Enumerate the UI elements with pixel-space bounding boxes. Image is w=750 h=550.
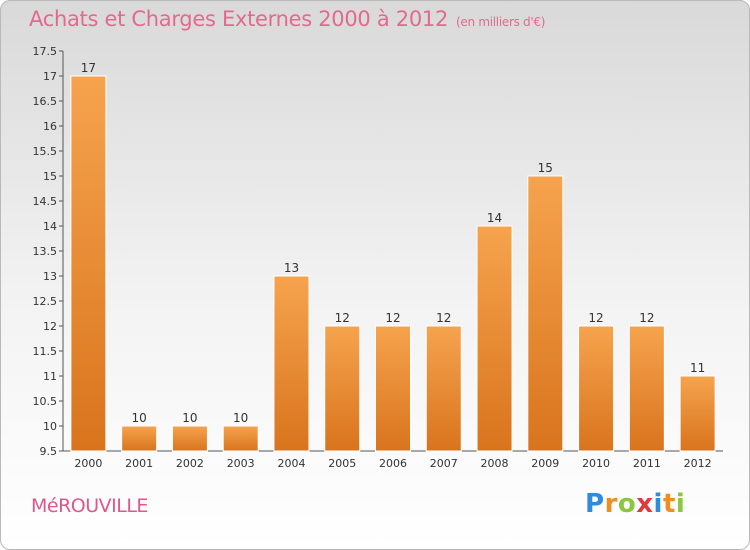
- y-tick-label: 14: [43, 220, 57, 233]
- bar: [679, 375, 716, 452]
- bar: [628, 325, 665, 452]
- y-tick-label: 15.5: [33, 145, 58, 158]
- x-tick-label: 2012: [684, 457, 712, 470]
- bar: [121, 425, 158, 452]
- bar: [578, 325, 615, 452]
- bar: [324, 325, 361, 452]
- x-tick-label: 2010: [582, 457, 610, 470]
- bar-value-label: 12: [335, 311, 350, 325]
- y-tick-label: 15: [43, 170, 57, 183]
- bar-value-label: 17: [81, 61, 96, 75]
- title-unit: (en milliers d'€): [456, 15, 546, 29]
- y-tick-label: 10: [43, 420, 57, 433]
- y-tick-label: 12: [43, 320, 57, 333]
- logo-letter: i: [653, 489, 663, 519]
- city-name: MéROUVILLE: [31, 495, 148, 517]
- bar: [171, 425, 208, 452]
- bar: [222, 425, 259, 452]
- y-tick-label: 11.5: [33, 345, 58, 358]
- bar-value-label: 13: [284, 261, 299, 275]
- x-tick-label: 2007: [430, 457, 458, 470]
- logo-letter: r: [604, 489, 618, 519]
- x-tick-label: 2008: [481, 457, 509, 470]
- bar: [273, 275, 310, 452]
- logo-letter: P: [585, 489, 605, 519]
- x-tick-label: 2005: [328, 457, 356, 470]
- bar-value-label: 12: [385, 311, 400, 325]
- bar-value-label: 12: [639, 311, 654, 325]
- proxiti-logo: Proxiti: [585, 489, 685, 519]
- bar-value-label: 11: [690, 361, 705, 375]
- y-tick-label: 16.5: [33, 95, 58, 108]
- x-tick-label: 2003: [227, 457, 255, 470]
- bar-value-label: 10: [182, 411, 197, 425]
- logo-letter: o: [617, 489, 637, 519]
- bar: [527, 175, 564, 452]
- x-tick-label: 2011: [633, 457, 661, 470]
- y-tick-label: 16: [43, 120, 57, 133]
- bar-value-label: 14: [487, 211, 502, 225]
- chart-title: Achats et Charges Externes 2000 à 2012 (e…: [29, 7, 545, 31]
- y-tick-label: 10.5: [33, 395, 58, 408]
- bar: [375, 325, 411, 452]
- bar: [476, 225, 513, 452]
- y-tick-label: 9.5: [40, 445, 58, 458]
- bar-value-label: 10: [132, 411, 147, 425]
- x-tick-label: 2001: [125, 457, 153, 470]
- y-tick-label: 17: [43, 70, 57, 83]
- y-tick-label: 14.5: [33, 195, 58, 208]
- y-tick-label: 13: [43, 270, 57, 283]
- bar-value-label: 12: [588, 311, 603, 325]
- y-tick-label: 11: [43, 370, 57, 383]
- x-tick-label: 2002: [176, 457, 204, 470]
- bar-value-label: 12: [436, 311, 451, 325]
- bar: [425, 325, 462, 452]
- logo-letter: i: [675, 489, 686, 519]
- logo-letter: x: [636, 489, 654, 519]
- bar-value-label: 10: [233, 411, 248, 425]
- y-tick-label: 17.5: [33, 45, 58, 58]
- y-tick-label: 13.5: [33, 245, 58, 258]
- bar: [70, 75, 107, 452]
- x-tick-label: 2000: [74, 457, 102, 470]
- title-text: Achats et Charges Externes 2000 à 2012: [29, 7, 449, 31]
- x-tick-label: 2009: [531, 457, 559, 470]
- x-tick-label: 2006: [379, 457, 407, 470]
- logo-letter: t: [662, 489, 676, 519]
- x-tick-label: 2004: [277, 457, 305, 470]
- y-tick-label: 12.5: [33, 295, 58, 308]
- bar-value-label: 15: [538, 161, 553, 175]
